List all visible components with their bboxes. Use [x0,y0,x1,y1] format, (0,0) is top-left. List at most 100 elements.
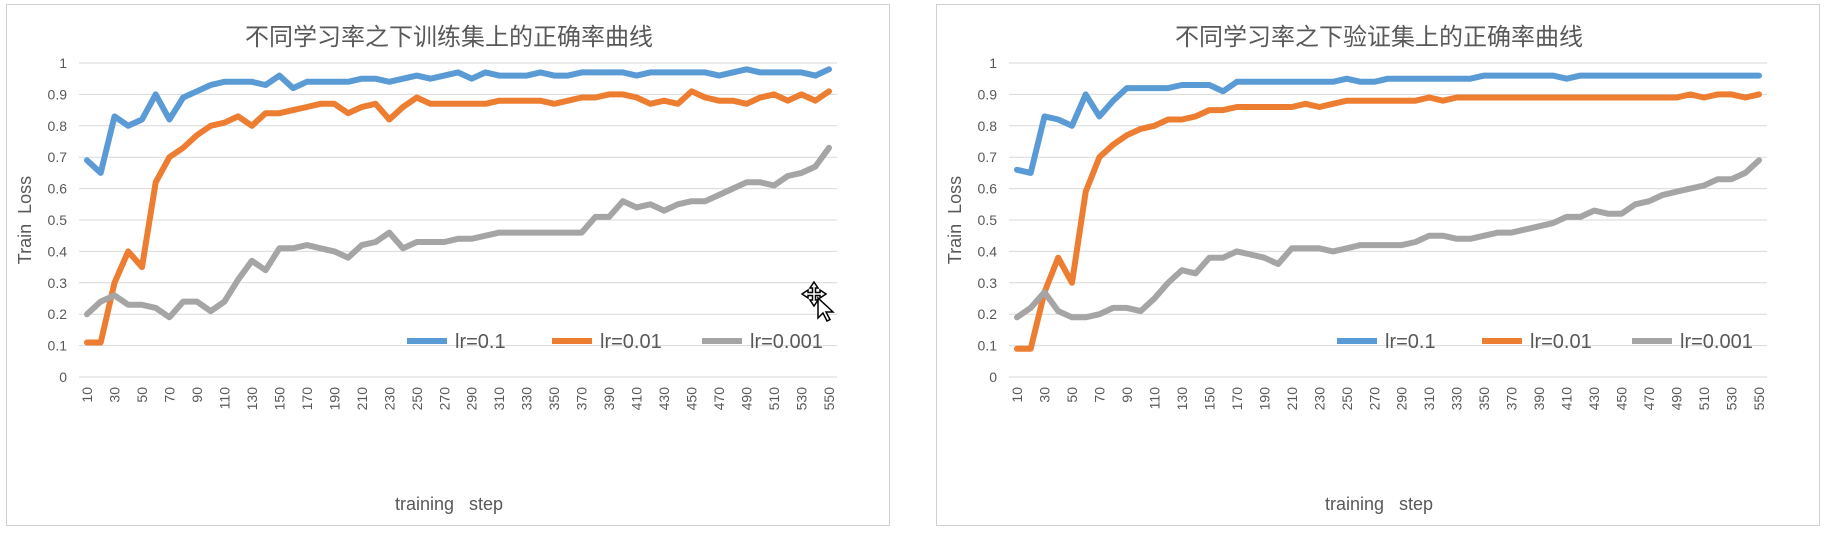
y-tick-label: 0.5 [978,212,998,228]
x-tick-label: 450 [684,387,700,411]
x-tick-label: 310 [1421,387,1437,411]
x-tick-label: 230 [1311,387,1327,411]
x-tick-label: 30 [106,387,122,403]
legend-label-2: lr=0.001 [1680,331,1753,353]
y-tick-label: 0.9 [978,86,998,102]
y-tick-label: 1 [59,55,67,71]
chart-panel-validation: 不同学习率之下验证集上的正确率曲线 0 0.1 0.2 0.3 0.4 0.5 0.6 0.7 0… [936,4,1820,526]
x-tick-label: 230 [381,387,397,411]
x-tick-label: 470 [711,387,727,411]
x-tick-label: 210 [1284,387,1300,411]
legend-label-2: lr=0.001 [750,331,823,353]
x-tick-label: 130 [244,387,260,411]
x-tick-label: 550 [821,387,837,411]
x-tick-label: 50 [1064,387,1080,403]
y-tick-label: 0.7 [48,149,68,165]
x-tick-label: 430 [656,387,672,411]
x-tick-label: 110 [1146,387,1162,410]
x-tick-label: 130 [1174,387,1190,411]
x-tick-label: 350 [1476,387,1492,411]
x-tick-label: 290 [1394,387,1410,411]
series-line-0 [84,66,832,176]
chart-train: 不同学习率之下训练集上的正确率曲线 0 0.1 0.2 0.3 0.4 0.5 0.6 0.7 0… [15,23,837,514]
x-tick-label: 270 [1366,387,1382,411]
legend-label-0: lr=0.1 [455,331,506,353]
series-line-2 [84,144,832,321]
x-tick-label: 350 [546,387,562,411]
y-tick-label: 0.4 [48,243,68,259]
y-axis-label: Train Loss [945,176,965,264]
x-tick-label: 290 [464,387,480,411]
x-tick-label: 490 [739,387,755,411]
x-tick-label: 90 [1119,387,1135,403]
y-tick-label: 0 [59,369,67,385]
x-tick-label: 150 [1201,387,1217,411]
x-tick-label: 370 [574,387,590,411]
x-axis-label: training step [1325,494,1433,514]
series-line-1 [84,88,832,346]
x-tick-label: 470 [1641,387,1657,411]
x-tick-label: 190 [1256,387,1272,411]
x-tick-label: 390 [601,387,617,411]
y-tick-label: 0.6 [48,181,68,197]
legend-label-0: lr=0.1 [1385,331,1436,353]
x-tick-label: 170 [299,387,315,411]
x-axis-label: training step [395,494,503,514]
series-line-0 [1014,72,1762,176]
y-tick-label: 1 [989,55,997,71]
chart-title: 不同学习率之下训练集上的正确率曲线 [245,23,653,51]
x-tick-label: 410 [629,387,645,411]
x-tick-label: 150 [271,387,287,411]
x-tick-label: 410 [1559,387,1575,411]
x-tick-label: 250 [1339,387,1355,411]
chart-title: 不同学习率之下验证集上的正确率曲线 [1175,23,1583,51]
x-tick-label: 190 [326,387,342,411]
legend-label-1: lr=0.01 [1530,331,1592,353]
y-tick-label: 0.2 [978,306,998,322]
x-tick-label: 370 [1504,387,1520,411]
chart-panel-train: 不同学习率之下训练集上的正确率曲线 0 0.1 0.2 0.3 0.4 0.5 0.6 0.7 0… [6,4,890,526]
x-tick-label: 210 [354,387,370,411]
x-tick-label: 330 [519,387,535,411]
x-tick-label: 510 [766,387,782,411]
x-tick-label: 550 [1751,387,1767,411]
y-tick-label: 0.7 [978,149,998,165]
y-axis-label: Train Loss [15,176,35,264]
y-tick-label: 0.6 [978,181,998,197]
x-tick-label: 50 [134,387,150,403]
x-tick-label: 90 [189,387,205,403]
x-tick-label: 450 [1614,387,1630,411]
series-line-2 [1014,157,1762,321]
y-tick-label: 0.8 [978,118,998,134]
y-tick-label: 0.2 [48,306,68,322]
x-tick-label: 110 [216,387,232,410]
chart-validation: 不同学习率之下验证集上的正确率曲线 0 0.1 0.2 0.3 0.4 0.5 0.6 0.7 0… [945,23,1767,514]
x-tick-label: 490 [1669,387,1685,411]
x-tick-label: 510 [1696,387,1712,411]
x-tick-label: 10 [79,387,95,403]
y-tick-label: 0.1 [48,338,68,354]
y-tick-label: 0.1 [978,338,998,354]
move-cursor-icon [800,280,835,322]
y-tick-label: 0.5 [48,212,68,228]
series-line-1 [1014,91,1762,352]
x-tick-label: 330 [1449,387,1465,411]
y-tick-label: 0.4 [978,243,998,259]
legend-label-1: lr=0.01 [600,331,662,353]
x-tick-label: 530 [1724,387,1740,411]
x-tick-label: 530 [794,387,810,411]
x-tick-label: 30 [1036,387,1052,403]
x-tick-label: 170 [1229,387,1245,411]
x-tick-label: 70 [1091,387,1107,403]
x-tick-label: 390 [1531,387,1547,411]
y-tick-label: 0.8 [48,118,68,134]
y-tick-label: 0.3 [978,275,998,291]
y-tick-label: 0.9 [48,86,68,102]
x-tick-label: 310 [491,387,507,411]
x-tick-label: 430 [1586,387,1602,411]
y-tick-label: 0.3 [48,275,68,291]
x-tick-label: 250 [409,387,425,411]
x-tick-label: 270 [436,387,452,411]
y-tick-label: 0 [989,369,997,385]
x-tick-label: 70 [161,387,177,403]
